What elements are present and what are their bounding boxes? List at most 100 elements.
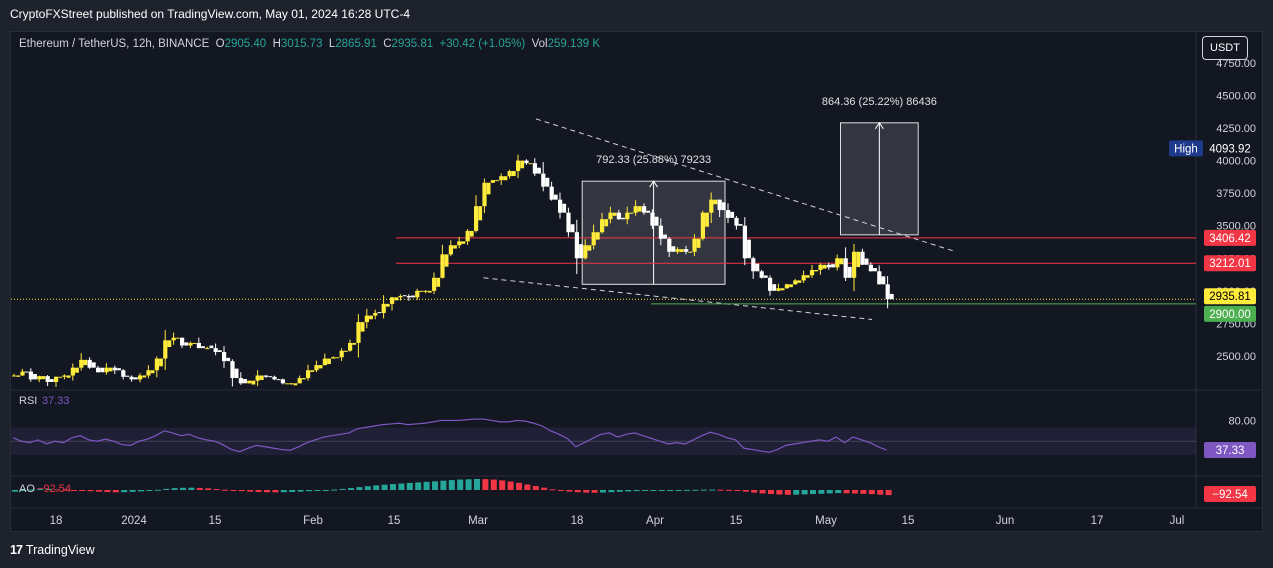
volume-label: Vol [531, 38, 548, 50]
level-badge-3406.42 [1204, 229, 1256, 246]
high-tag-label: High [1174, 143, 1198, 155]
candle-body [440, 254, 445, 278]
candle-body [616, 212, 621, 220]
candle-body [721, 202, 726, 211]
candle-body [75, 367, 79, 373]
ao-bar [238, 490, 245, 492]
price-tick-label: 3750.00 [1216, 188, 1256, 200]
candle-body [747, 239, 751, 259]
close-value: 2935.81 [391, 38, 434, 50]
candle-body [343, 350, 348, 352]
candle-body [314, 365, 319, 371]
top-bar: CryptoFXStreet published on TradingView.… [0, 0, 1273, 30]
high-tag-badge [1169, 140, 1203, 157]
price-tick-label: 3500.00 [1216, 221, 1256, 233]
ao-bar [322, 490, 329, 491]
candle-body [209, 345, 214, 349]
candle-body [146, 370, 151, 376]
candle-body [205, 348, 210, 350]
measure-label: 864.36 (25.22%) 86436 [822, 96, 937, 108]
candle-body [608, 212, 613, 220]
ao-bar [230, 490, 237, 491]
measure-arrow-head [874, 121, 884, 130]
ao-bar [180, 487, 186, 490]
candle-body [553, 194, 558, 200]
candle-body [843, 258, 848, 278]
ao-bar [171, 488, 178, 490]
ao-bar [62, 489, 69, 491]
candle-body [310, 370, 315, 372]
candle-body [104, 367, 109, 373]
candle-body [301, 378, 306, 380]
candle-body [196, 342, 201, 349]
candle-body [650, 212, 655, 226]
candle-body [100, 367, 105, 373]
price-tick-label: 4500.00 [1216, 90, 1256, 102]
ao-bar [121, 490, 128, 493]
ao-bar [222, 489, 228, 491]
candle-body [352, 342, 357, 345]
candle-body [738, 224, 743, 226]
candle-body [562, 203, 567, 213]
candle-body [654, 216, 659, 226]
level-label-2935.81: 2935.81 [1209, 291, 1251, 303]
ao-bar [205, 488, 212, 490]
candle-body [79, 359, 84, 368]
candle-body [524, 160, 529, 164]
ao-bar [860, 490, 867, 494]
candle-body [612, 212, 617, 216]
candle-body [868, 264, 873, 272]
chart-panel[interactable]: 2500.002750.003000.003250.003500.003750.… [10, 31, 1263, 532]
ao-bar [524, 484, 531, 490]
candle-body [45, 376, 50, 382]
ao-bar [146, 490, 153, 491]
candle-body [175, 337, 180, 339]
ao-bar [566, 490, 573, 492]
candle-body [247, 380, 252, 384]
candle-body [369, 315, 373, 320]
time-tick-label: Feb [303, 515, 323, 527]
candle-body [751, 258, 756, 272]
currency-button[interactable]: USDT [1202, 36, 1248, 60]
ao-bar [373, 485, 380, 490]
price-tick-label: 2500.00 [1216, 351, 1256, 363]
time-tick-label: 17 [1091, 515, 1104, 527]
candle-body [860, 251, 865, 265]
candle-body [797, 280, 802, 283]
tradingview-logo[interactable]: 17 TradingView [10, 543, 95, 557]
price-chart[interactable]: 2500.002750.003000.003250.003500.003750.… [11, 32, 1262, 531]
ao-bar [692, 489, 699, 491]
candle-body [339, 350, 344, 358]
candle-body [159, 358, 163, 367]
ao-bar [440, 480, 447, 490]
ao-bar [482, 479, 489, 490]
candle-body [398, 296, 403, 298]
candle-body [20, 371, 25, 376]
candle-body [507, 171, 512, 177]
candle-body [121, 370, 126, 377]
candle-body [877, 271, 882, 285]
candle-body [306, 370, 311, 379]
candle-body [41, 376, 46, 380]
ao-bar [818, 490, 825, 494]
ao-bar [684, 489, 690, 491]
candle-body [423, 290, 428, 292]
symbol-title[interactable]: Ethereum / TetherUS, 12h, BINANCE [19, 38, 210, 50]
time-tick-label: May [815, 515, 837, 527]
candle-body [574, 232, 579, 259]
ao-bar [625, 490, 632, 492]
candle-body [852, 251, 857, 278]
candle-body [528, 163, 533, 165]
high-value-badge [1204, 140, 1256, 157]
candle-body [822, 264, 827, 269]
ao-bar [129, 490, 136, 492]
candle-body [793, 280, 798, 285]
candle-body [814, 269, 819, 272]
ao-bar [650, 490, 657, 491]
candle-body [889, 293, 894, 300]
candle-body [180, 337, 185, 346]
price-tick-label: 4750.00 [1216, 58, 1256, 70]
candle-body [881, 276, 886, 285]
tradingview-logo-icon: 17 [10, 543, 23, 557]
candle-body [255, 375, 260, 381]
